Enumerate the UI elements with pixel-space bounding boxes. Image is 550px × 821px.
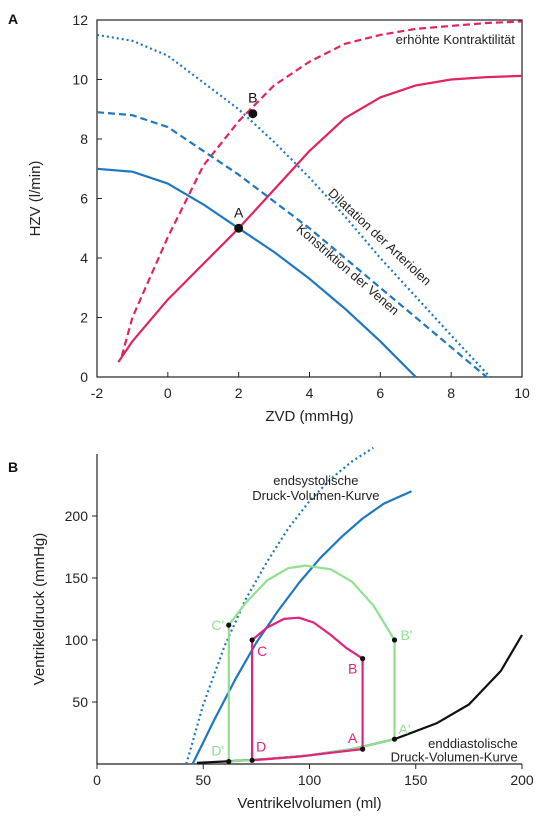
y-tick-label: 12 [72, 12, 88, 28]
series-line-2 [120, 20, 523, 357]
x-tick-label: 150 [404, 772, 428, 788]
point-label: A [348, 730, 358, 746]
point-label: C' [211, 617, 224, 633]
x-tick-label: 6 [376, 385, 384, 401]
data-point-b [360, 656, 366, 662]
x-tick-label: 10 [514, 385, 530, 401]
chart-panel-b: B 0 50 100 150 200 50 100 150 200 Ventrikelvolumen… [8, 446, 534, 812]
x-tick-label: 200 [510, 772, 534, 788]
y-tick-label: 10 [72, 72, 88, 88]
data-point-bprime [391, 637, 398, 643]
point-label: B [248, 90, 257, 106]
x-tick-label: 100 [298, 772, 322, 788]
data-point-a [360, 746, 366, 752]
point-label: B [348, 661, 357, 677]
annotation-3: enddiastolische [428, 736, 518, 751]
series-line-1 [117, 74, 523, 363]
data-point-d [249, 757, 255, 763]
series-line-3 [96, 167, 417, 378]
y-tick-label: 100 [65, 632, 89, 648]
point-label: A [234, 204, 244, 220]
x-tick-label: 8 [447, 385, 455, 401]
y-tick-label: 150 [65, 570, 89, 586]
point-label: A' [398, 721, 410, 737]
series-line-5 [96, 33, 491, 378]
x-axis-label: ZVD (mmHg) [265, 408, 353, 425]
y-tick-label: 8 [80, 131, 88, 147]
series-line-4 [227, 564, 396, 763]
y-tick-label: 6 [80, 191, 88, 207]
x-tick-label: 2 [235, 385, 243, 401]
x-tick-label: 50 [195, 772, 211, 788]
annotation-4: Druck-Volumen-Kurve [391, 750, 518, 765]
point-label: B' [400, 627, 412, 643]
data-point-dprime [226, 758, 232, 765]
data-point-b [248, 109, 258, 119]
x-tick-label: 4 [306, 385, 314, 401]
data-point-cprime [226, 622, 232, 628]
y-axis-label: HZV (l/min) [27, 161, 44, 237]
y-tick-label: 2 [80, 310, 88, 326]
series-line-4 [96, 111, 488, 378]
panel-label: A [8, 11, 18, 27]
point-label: C [257, 643, 267, 659]
data-point-aprime [391, 736, 398, 742]
x-tick-label: -2 [91, 385, 104, 401]
x-axis-label: Ventrikelvolumen (ml) [237, 795, 381, 812]
plot-frame [96, 19, 523, 378]
series-line-5 [251, 616, 364, 762]
x-tick-label: 0 [93, 772, 101, 788]
annotation-2: Druck-Volumen-Kurve [252, 488, 379, 503]
series-line-2 [191, 490, 412, 765]
data-point-c [249, 637, 255, 643]
point-label: D [256, 738, 266, 754]
y-tick-label: 50 [72, 694, 88, 710]
y-tick-label: 0 [80, 369, 88, 385]
annotation-1: erhöhte Kontraktilität [396, 32, 516, 47]
y-tick-label: 4 [80, 250, 88, 266]
panel-label: B [8, 459, 18, 475]
data-point-a [234, 223, 244, 233]
point-label: D' [211, 743, 224, 759]
x-tick-label: 0 [164, 385, 172, 401]
y-axis-label: Ventrikeldruck (mmHg) [31, 533, 48, 686]
y-tick-label: 200 [65, 508, 89, 524]
annotation-1: endsystolische [273, 473, 358, 488]
